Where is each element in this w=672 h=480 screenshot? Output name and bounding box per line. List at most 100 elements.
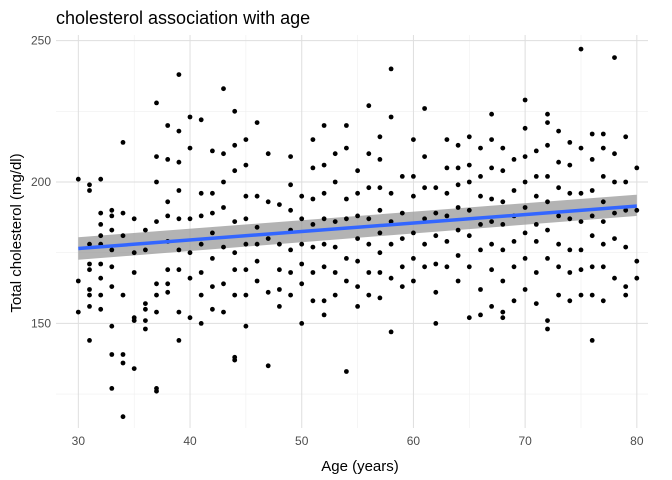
data-point: [366, 151, 372, 157]
data-point: [567, 162, 573, 168]
data-point: [500, 278, 506, 284]
data-point: [321, 264, 327, 270]
data-point: [589, 338, 595, 343]
data-point: [87, 267, 92, 273]
data-point: [455, 278, 461, 284]
data-point: [98, 261, 104, 267]
data-point: [254, 224, 260, 230]
data-point: [321, 298, 327, 304]
data-point: [154, 100, 159, 106]
data-point: [243, 193, 249, 199]
data-point: [612, 179, 617, 185]
data-point: [344, 145, 349, 151]
fit-line-layer: [78, 204, 637, 251]
data-point: [377, 185, 383, 191]
data-point: [623, 292, 629, 298]
data-point: [277, 241, 282, 247]
chart-title: cholesterol association with age: [56, 8, 310, 28]
data-point: [399, 174, 405, 179]
data-point: [332, 244, 338, 250]
data-point: [623, 207, 629, 213]
data-point: [232, 357, 238, 363]
data-point: [355, 168, 360, 174]
data-point: [288, 292, 293, 298]
data-point: [556, 159, 561, 165]
data-point: [87, 261, 92, 267]
data-point: [612, 236, 617, 242]
data-point: [131, 318, 137, 323]
data-point: [243, 267, 249, 273]
data-point: [478, 247, 483, 253]
data-point: [388, 329, 394, 335]
points-layer: [75, 46, 640, 420]
data-point: [422, 106, 427, 111]
data-point: [399, 210, 405, 216]
data-point: [455, 227, 461, 233]
data-point: [366, 216, 372, 222]
data-point: [299, 321, 305, 326]
data-point: [277, 304, 282, 309]
data-point: [466, 134, 472, 140]
data-point: [221, 205, 226, 210]
data-point: [533, 222, 539, 227]
data-point: [478, 145, 483, 151]
data-point: [444, 239, 450, 244]
data-point: [210, 190, 215, 196]
data-point: [500, 168, 506, 174]
data-point: [288, 207, 293, 213]
data-point: [232, 250, 238, 256]
data-point: [98, 306, 104, 312]
data-point: [411, 137, 416, 143]
data-point: [87, 188, 92, 193]
data-point: [455, 253, 461, 258]
data-point: [466, 207, 472, 213]
data-point: [243, 323, 249, 329]
data-point: [511, 157, 517, 162]
data-point: [176, 72, 182, 77]
data-point: [533, 239, 539, 244]
data-point: [377, 270, 383, 275]
data-point: [489, 137, 494, 143]
data-point: [154, 281, 159, 287]
data-point: [433, 289, 439, 295]
data-point: [600, 174, 606, 179]
data-point: [433, 233, 439, 239]
data-point: [243, 292, 249, 298]
data-point: [221, 281, 226, 287]
data-point: [176, 128, 182, 134]
data-point: [366, 185, 372, 191]
data-point: [500, 247, 506, 253]
data-point: [545, 111, 550, 117]
data-point: [310, 137, 316, 143]
data-point: [87, 304, 92, 309]
data-point: [210, 306, 215, 312]
data-point: [265, 363, 271, 369]
data-point: [221, 244, 226, 250]
data-point: [109, 227, 115, 233]
data-point: [411, 256, 416, 261]
data-point: [98, 210, 104, 216]
data-point: [143, 247, 148, 253]
data-point: [589, 292, 595, 298]
data-point: [120, 233, 126, 239]
data-point: [422, 216, 427, 222]
data-point: [545, 318, 550, 323]
data-point: [533, 148, 539, 154]
data-point: [232, 108, 238, 114]
data-point: [589, 213, 595, 219]
data-point: [120, 414, 126, 420]
data-point: [511, 239, 517, 244]
data-point: [243, 162, 249, 168]
data-point: [176, 188, 182, 193]
data-point: [344, 369, 349, 374]
data-point: [165, 157, 171, 162]
data-point: [589, 188, 595, 193]
data-point: [232, 168, 238, 174]
data-point: [600, 264, 606, 270]
data-point: [332, 270, 338, 275]
data-point: [210, 256, 215, 261]
data-point: [545, 256, 550, 261]
data-point: [109, 352, 115, 357]
data-point: [489, 304, 494, 309]
